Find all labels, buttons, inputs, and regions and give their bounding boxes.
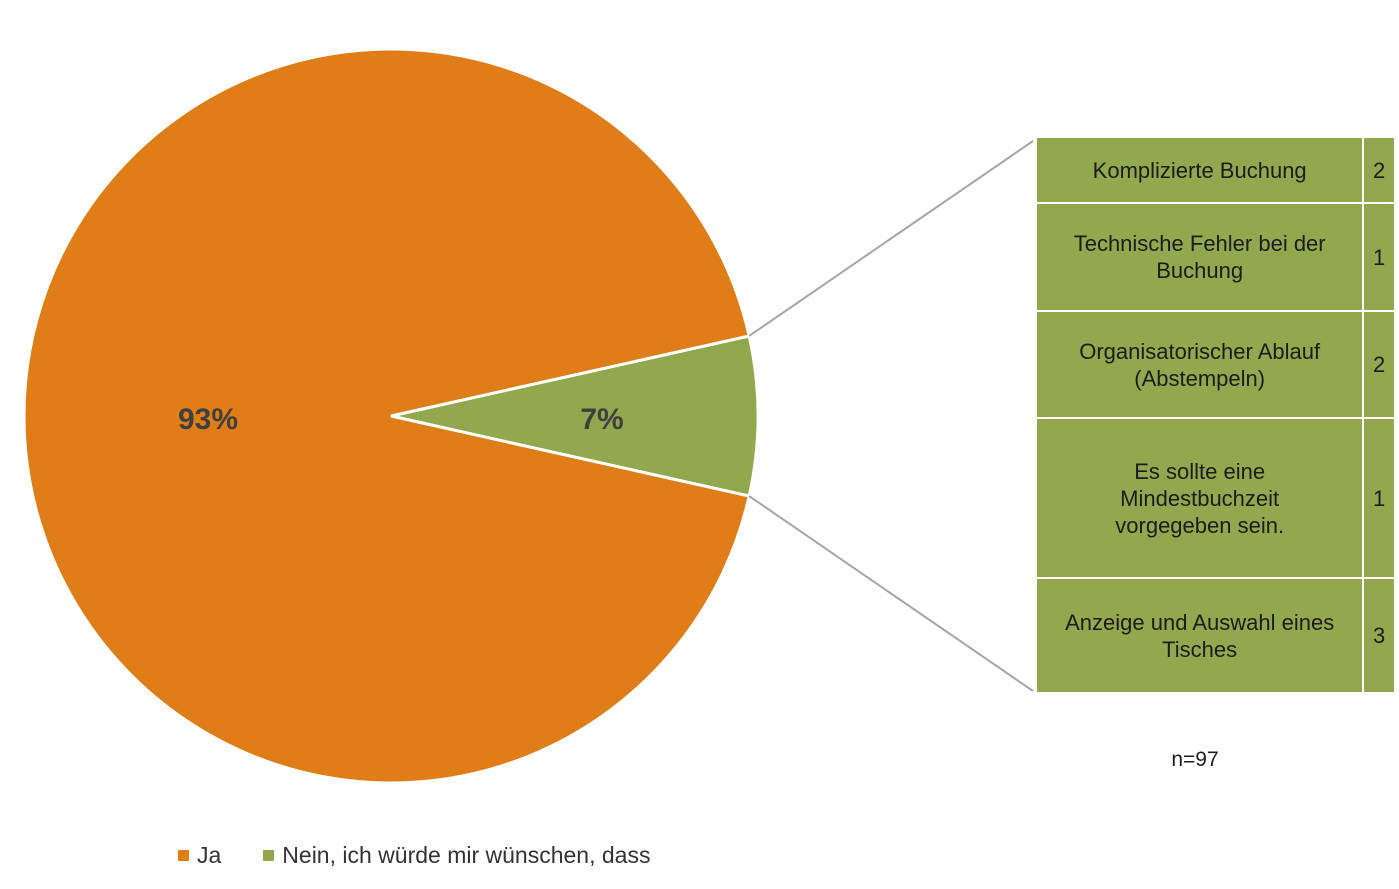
slice-percent-label: 93% <box>178 403 238 436</box>
connector-line <box>748 495 1034 692</box>
legend-swatch <box>263 849 275 861</box>
breakdown-row: Organisatorischer Ablauf (Abstempeln) 2 <box>1034 310 1396 419</box>
breakdown-table: Komplizierte Buchung 2 Technische Fehler… <box>1034 136 1396 694</box>
legend-item: Ja <box>178 842 221 869</box>
breakdown-count: 1 <box>1362 417 1396 579</box>
breakdown-connector-lines <box>748 140 1034 692</box>
breakdown-row: Technische Fehler bei der Buchung 1 <box>1034 202 1396 312</box>
pie-slice-ja <box>22 47 751 785</box>
pie-slice-nein <box>390 334 760 498</box>
sample-size-note: n=97 <box>1171 748 1219 771</box>
breakdown-row: Es sollte eine Mindestbuchzeit vorgegebe… <box>1034 417 1396 579</box>
legend-item: Nein, ich würde mir wünschen, dass <box>263 842 650 869</box>
legend: Ja Nein, ich würde mir wünschen, dass <box>178 840 692 870</box>
breakdown-count: 1 <box>1362 202 1396 312</box>
legend-label: Ja <box>197 841 222 868</box>
breakdown-count: 2 <box>1362 310 1396 419</box>
slice-labels: 93% 7% <box>178 403 624 436</box>
legend-swatch <box>178 849 189 861</box>
breakdown-row: Anzeige und Auswahl eines Tisches 3 <box>1034 577 1396 694</box>
connector-line <box>748 140 1034 337</box>
breakdown-reason: Es sollte eine Mindestbuchzeit vorgegebe… <box>1034 417 1365 579</box>
breakdown-reason: Anzeige und Auswahl eines Tisches <box>1034 577 1365 694</box>
pie-slices <box>22 47 760 785</box>
breakdown-reason: Technische Fehler bei der Buchung <box>1034 202 1365 312</box>
breakdown-count: 2 <box>1362 136 1396 204</box>
breakdown-count: 3 <box>1362 577 1396 694</box>
breakdown-reason: Komplizierte Buchung <box>1034 136 1365 204</box>
legend-label: Nein, ich würde mir wünschen, dass <box>282 841 651 868</box>
breakdown-row: Komplizierte Buchung 2 <box>1034 136 1396 204</box>
slice-percent-label: 7% <box>580 403 623 436</box>
breakdown-reason: Organisatorischer Ablauf (Abstempeln) <box>1034 310 1365 419</box>
